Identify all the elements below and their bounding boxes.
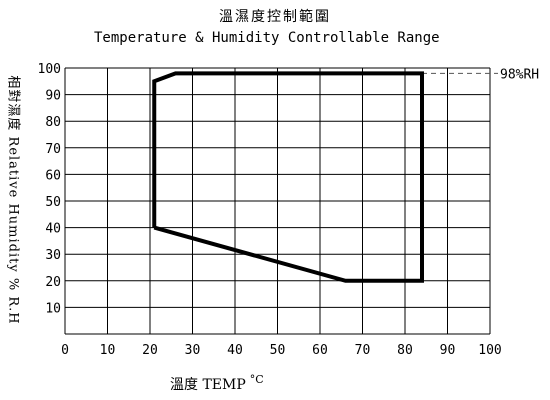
y-tick-label: 100 — [38, 62, 61, 77]
x-tick-label: 40 — [227, 343, 243, 358]
x-tick-label: 10 — [100, 343, 116, 358]
y-tick-label: 90 — [45, 89, 61, 104]
x-axis-unit: °C — [249, 373, 264, 386]
x-tick-label: 90 — [440, 343, 456, 358]
chart-title: Temperature & Humidity Controllable Rang… — [94, 30, 440, 46]
x-axis-label: 溫度 TEMP °C — [170, 373, 264, 394]
y-tick-label: 20 — [45, 275, 61, 290]
y-tick-label: 40 — [45, 222, 61, 237]
x-tick-label: 100 — [478, 343, 501, 358]
y-tick-label: 30 — [45, 248, 61, 263]
y-tick-label: 10 — [45, 301, 61, 316]
x-tick-label: 50 — [270, 343, 286, 358]
y-tick-label: 80 — [45, 115, 61, 130]
x-axis-label-text: 溫度 TEMP — [170, 377, 246, 393]
y-tick-label: 70 — [45, 142, 61, 157]
annotation-label: 98%RH — [500, 67, 539, 82]
y-tick-label: 60 — [45, 168, 61, 183]
x-tick-label: 60 — [312, 343, 328, 358]
x-tick-label: 80 — [397, 343, 413, 358]
x-tick-label: 30 — [185, 343, 201, 358]
x-tick-label: 70 — [355, 343, 371, 358]
chart-title-chinese: 溫濕度控制範圍 — [219, 9, 331, 25]
range-boundary-line — [152, 71, 424, 283]
y-tick-label: 50 — [45, 195, 61, 210]
x-tick-label: 0 — [61, 343, 69, 358]
x-tick-label: 20 — [142, 343, 158, 358]
